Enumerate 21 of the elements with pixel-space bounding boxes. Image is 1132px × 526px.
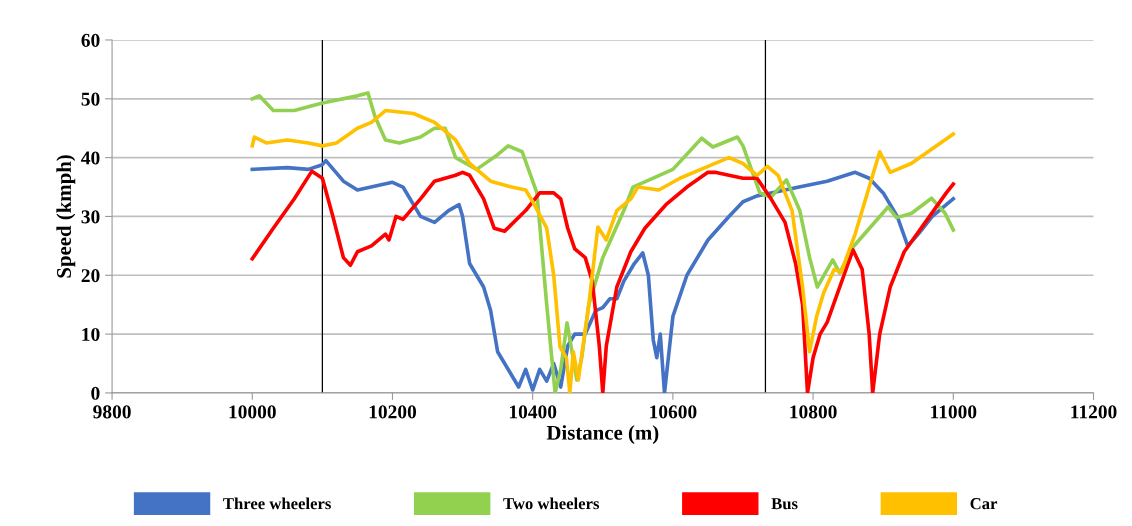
x-tick-label: 11000 — [931, 405, 977, 419]
legend-label: Three wheelers — [223, 497, 331, 510]
x-tick-label: 10800 — [790, 405, 837, 419]
y-tick-label: 20 — [81, 269, 100, 283]
x-tick-label: 10600 — [650, 405, 697, 419]
y-tick-label: 40 — [81, 151, 100, 165]
y-axis-title: Speed (kmph) — [56, 155, 76, 278]
y-tick-label: 30 — [81, 210, 100, 224]
y-tick-label: 50 — [81, 92, 100, 106]
y-tick-label: 60 — [81, 33, 100, 47]
legend-label: Bus — [771, 498, 798, 510]
x-tick-label: 10200 — [369, 405, 417, 419]
x-tick-label: 11200 — [1071, 405, 1117, 419]
x-axis-title: Distance (m) — [546, 425, 659, 445]
y-tick-label: 0 — [91, 386, 100, 400]
x-tick-label: 10000 — [229, 405, 276, 419]
x-tick-label: 9800 — [93, 405, 131, 419]
legend-label: Car — [970, 498, 998, 510]
y-tick-label: 10 — [82, 327, 100, 342]
x-tick-label: 10400 — [509, 405, 557, 419]
legend-label: Two wheelers — [503, 497, 600, 510]
